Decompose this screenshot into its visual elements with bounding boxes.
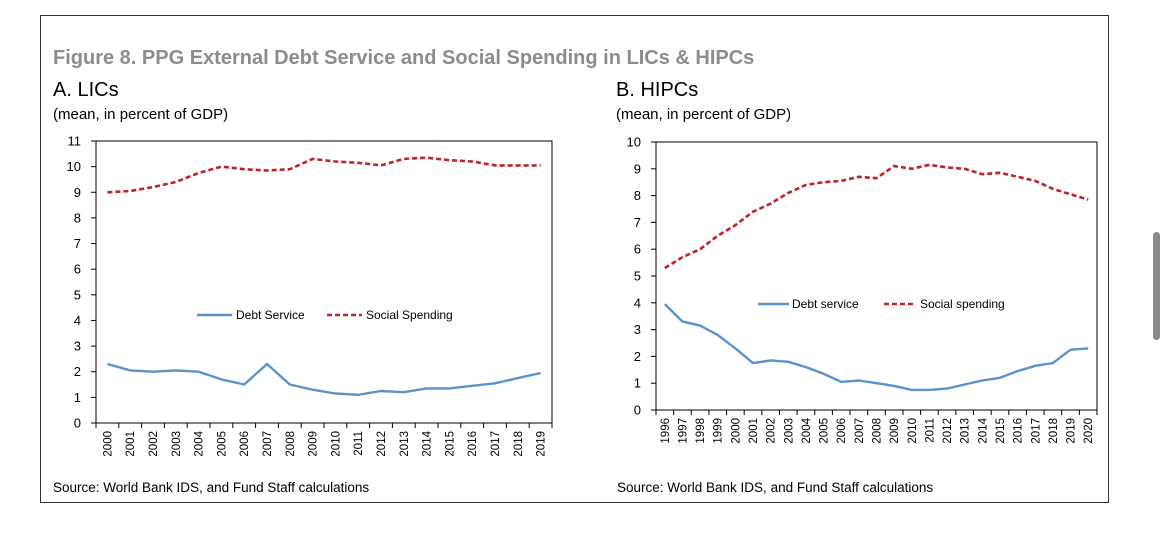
hipcs-x-tick-label: 2008	[872, 418, 884, 444]
lics-y-tick-label: 4	[74, 313, 81, 328]
lics-legend-social-label: Social Spending	[366, 308, 453, 322]
hipcs-x-tick-label: 2020	[1083, 418, 1095, 444]
hipcs-series-debt-service-line	[663, 303, 1089, 392]
hipcs-x-tick-label: 1997	[677, 418, 689, 444]
hipcs-x-tick-label: 2001	[748, 418, 760, 444]
figure-frame	[40, 15, 1109, 503]
lics-x-tick-label: 2006	[239, 431, 251, 457]
panel-b-source: Source: World Bank IDS, and Fund Staff c…	[617, 480, 934, 495]
hipcs-x-tick-label: 2014	[977, 417, 989, 443]
hipcs-y-tick-label: 7	[634, 215, 641, 230]
hipcs-y-tick-label: 3	[634, 322, 641, 337]
hipcs-x-tick-label: 2007	[854, 418, 866, 444]
lics-x-tick-label: 2009	[308, 431, 320, 457]
lics-y-tick-label: 9	[74, 185, 81, 200]
lics-x-tick-label: 2011	[353, 431, 365, 456]
lics-x-tick-label: 2005	[216, 431, 228, 457]
lics-y-tick-label: 5	[74, 287, 81, 302]
lics-y-tick-label: 1	[74, 390, 81, 405]
lics-x-tick-label: 2016	[467, 431, 479, 457]
lics-y-tick-label: 11	[68, 134, 82, 149]
hipcs-x-tick-label: 2004	[801, 417, 813, 443]
lics-x-tick-label: 2007	[262, 431, 274, 457]
panel-b-subtitle: (mean, in percent of GDP)	[616, 106, 792, 123]
hipcs-legend-social-label: Social spending	[920, 297, 1005, 311]
panel-a-source: Source: World Bank IDS, and Fund Staff c…	[53, 480, 370, 495]
lics-y-tick-label: 10	[67, 159, 81, 174]
hipcs-y-tick-label: 8	[634, 188, 641, 203]
hipcs-x-tick-label: 2006	[836, 418, 848, 444]
lics-x-tick-label: 2003	[171, 431, 183, 457]
hipcs-x-tick-label: 2012	[942, 418, 954, 444]
lics-x-tick-label: 2013	[399, 431, 411, 457]
hipcs-x-tick-label: 1999	[713, 418, 725, 444]
hipcs-y-tick-label: 9	[634, 161, 641, 176]
hipcs-legend-debt-label: Debt service	[792, 297, 859, 311]
lics-legend-debt-label: Debt Service	[236, 308, 305, 322]
hipcs-x-tick-label: 2017	[1030, 418, 1042, 444]
lics-x-tick-label: 2004	[194, 430, 206, 456]
lics-y-tick-label: 2	[74, 364, 81, 379]
lics-x-tick-label: 2001	[125, 431, 137, 457]
lics-x-tick-label: 2000	[102, 431, 114, 457]
hipcs-x-tick-label: 2002	[766, 418, 778, 444]
panel-a-title: A. LICs	[53, 79, 119, 101]
hipcs-x-tick-label: 2010	[907, 418, 919, 444]
panel-b-title: B. HIPCs	[616, 79, 699, 101]
lics-y-tick-label: 7	[74, 236, 81, 251]
panel-a-subtitle: (mean, in percent of GDP)	[53, 106, 229, 123]
lics-y-tick-label: 6	[74, 262, 81, 277]
lics-x-tick-label: 2008	[285, 431, 297, 457]
hipcs-x-tick-label: 2011	[924, 418, 936, 443]
hipcs-x-tick-label: 2005	[819, 418, 831, 444]
hipcs-x-tick-label: 2019	[1066, 418, 1078, 444]
lics-x-tick-label: 2015	[444, 431, 456, 457]
lics-x-tick-label: 2014	[422, 430, 434, 456]
figure-title: Figure 8. PPG External Debt Service and …	[53, 47, 755, 69]
hipcs-y-tick-label: 10	[627, 135, 641, 150]
lics-x-tick-label: 2017	[490, 431, 502, 457]
lics-y-tick-label: 0	[74, 416, 81, 431]
lics-y-tick-label: 3	[74, 339, 81, 354]
lics-x-tick-label: 2018	[513, 431, 525, 457]
lics-x-tick-label: 2010	[330, 431, 342, 457]
hipcs-x-tick-label: 2000	[730, 418, 742, 444]
lics-series-social-spending-line	[107, 156, 541, 194]
hipcs-x-tick-label: 2009	[889, 418, 901, 444]
hipcs-x-tick-label: 1998	[695, 418, 707, 444]
hipcs-plot-area	[655, 141, 1098, 411]
vertical-scrollbar[interactable]	[1153, 232, 1160, 340]
hipcs-y-tick-label: 0	[634, 403, 641, 418]
hipcs-series-social-spending-line	[664, 163, 1089, 270]
hipcs-y-tick-label: 4	[634, 295, 641, 310]
hipcs-y-tick-label: 1	[634, 376, 641, 391]
hipcs-y-tick-label: 2	[634, 349, 641, 364]
hipcs-x-tick-label: 2016	[1013, 418, 1025, 444]
lics-series-debt-service-line	[107, 362, 541, 396]
hipcs-x-tick-label: 1996	[660, 418, 672, 444]
hipcs-y-tick-label: 5	[634, 269, 641, 284]
lics-x-tick-label: 2019	[536, 431, 548, 457]
hipcs-x-tick-label: 2018	[1048, 418, 1060, 444]
hipcs-y-tick-label: 6	[634, 242, 641, 257]
hipcs-x-tick-label: 2003	[783, 418, 795, 444]
hipcs-x-tick-label: 2013	[960, 418, 972, 444]
hipcs-x-tick-label: 2015	[995, 418, 1007, 444]
lics-x-tick-label: 2002	[148, 431, 160, 457]
lics-x-tick-label: 2012	[376, 431, 388, 457]
lics-y-tick-label: 8	[74, 210, 81, 225]
